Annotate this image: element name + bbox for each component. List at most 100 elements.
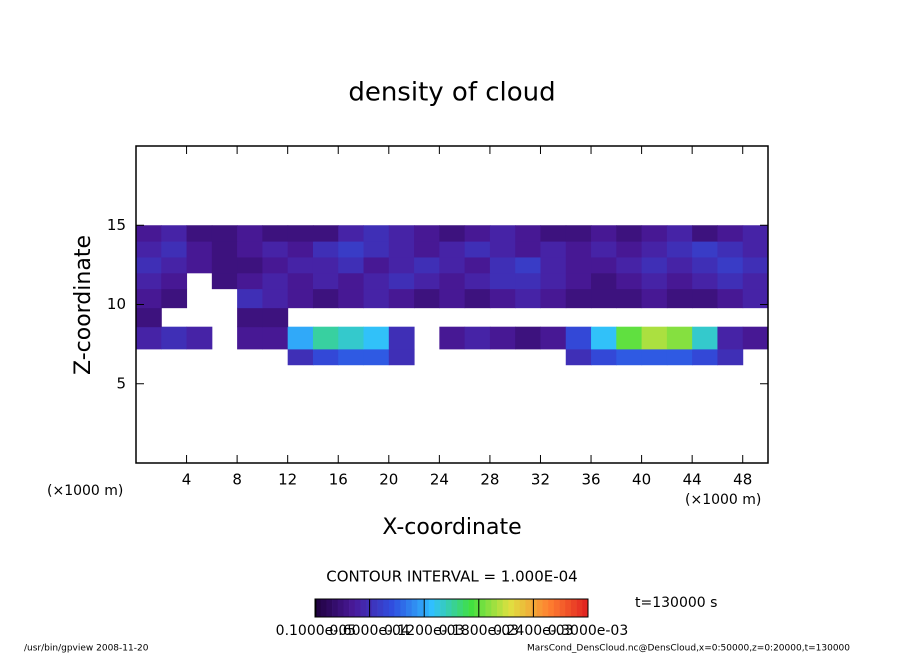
cell (161, 326, 188, 350)
colorbar-swatch (536, 599, 543, 617)
colorbar-swatch (320, 599, 327, 617)
colorbar-swatch (394, 599, 401, 617)
x-unit-right: (×1000 m) (685, 492, 761, 508)
colorbar-swatch (423, 599, 430, 617)
cell (414, 288, 440, 309)
cell (439, 256, 466, 274)
cell (237, 288, 263, 309)
cell (262, 307, 289, 328)
cell (591, 326, 617, 350)
cell (717, 326, 744, 350)
cell (717, 225, 744, 242)
colorbar-swatch (491, 599, 498, 617)
cell (489, 272, 516, 290)
x-tick-label: 20 (379, 471, 398, 489)
cell (287, 241, 314, 258)
colorbar-swatch (337, 599, 344, 617)
cell (565, 241, 592, 258)
cell (338, 288, 365, 309)
cell (388, 241, 415, 258)
cell (692, 256, 718, 274)
cell (489, 326, 516, 350)
cell (692, 348, 718, 366)
cell (414, 256, 440, 274)
cell (287, 272, 314, 290)
cell (312, 256, 339, 274)
cell (237, 307, 263, 328)
cell (363, 326, 390, 350)
cell (136, 256, 162, 274)
colorbar-swatch (508, 599, 515, 617)
cell (515, 272, 541, 290)
cell (616, 241, 643, 258)
cell (136, 241, 162, 258)
colorbar-swatch (479, 599, 486, 617)
cell (312, 288, 339, 309)
cell (692, 272, 718, 290)
cell (565, 272, 592, 290)
cell (338, 272, 365, 290)
cell (489, 225, 516, 242)
cell (717, 272, 744, 290)
cell (565, 348, 592, 366)
cell (136, 225, 162, 242)
cell (666, 256, 693, 274)
colorbar-swatch (332, 599, 339, 617)
cell (439, 326, 466, 350)
cell (616, 225, 643, 242)
colorbar-swatch (383, 599, 390, 617)
colorbar-swatch (417, 599, 424, 617)
cell (641, 348, 668, 366)
cell (591, 272, 617, 290)
cell (363, 288, 390, 309)
cell (414, 225, 440, 242)
cell (439, 241, 466, 258)
cell (666, 348, 693, 366)
cell (489, 288, 516, 309)
cell (186, 225, 213, 242)
cell (591, 256, 617, 274)
cell (742, 241, 769, 258)
colorbar-swatch (377, 599, 384, 617)
cell (515, 288, 541, 309)
colorbar-label: 0.2400e-03 (493, 623, 573, 639)
cell (211, 225, 238, 242)
cell (363, 348, 390, 366)
cell (641, 326, 668, 350)
cell (388, 256, 415, 274)
cell (262, 272, 289, 290)
cell (388, 225, 415, 242)
colorbar-swatch (565, 599, 572, 617)
cell (338, 225, 365, 242)
cell (464, 326, 491, 350)
cell (136, 288, 162, 309)
cell (186, 326, 213, 350)
colorbar-swatch (582, 599, 589, 617)
colorbar-swatch (371, 599, 378, 617)
colorbar-swatch (468, 599, 475, 617)
x-unit: (×1000 m) (47, 483, 123, 499)
cell (666, 272, 693, 290)
colorbar-swatch (462, 599, 469, 617)
colorbar-swatch (485, 599, 492, 617)
y-tick-label: 10 (107, 295, 126, 313)
colorbar-swatch (445, 599, 452, 617)
colorbar-swatch (411, 599, 418, 617)
colorbar-label: 0.3000e-03 (548, 623, 628, 639)
cell (312, 225, 339, 242)
cell (136, 307, 162, 328)
cell (237, 225, 263, 242)
x-tick-label: 24 (430, 471, 449, 489)
x-tick-label: 8 (232, 471, 242, 489)
colorbar-label: 0.6000e-04 (329, 623, 410, 639)
cell (565, 326, 592, 350)
cell (186, 241, 213, 258)
cell (186, 256, 213, 274)
cell (616, 256, 643, 274)
cell (388, 288, 415, 309)
cell (237, 241, 263, 258)
cell (161, 272, 188, 290)
contour-interval: CONTOUR INTERVAL = 1.000E-04 (326, 568, 577, 586)
cell (312, 348, 339, 366)
colorbar-swatch (406, 599, 412, 617)
